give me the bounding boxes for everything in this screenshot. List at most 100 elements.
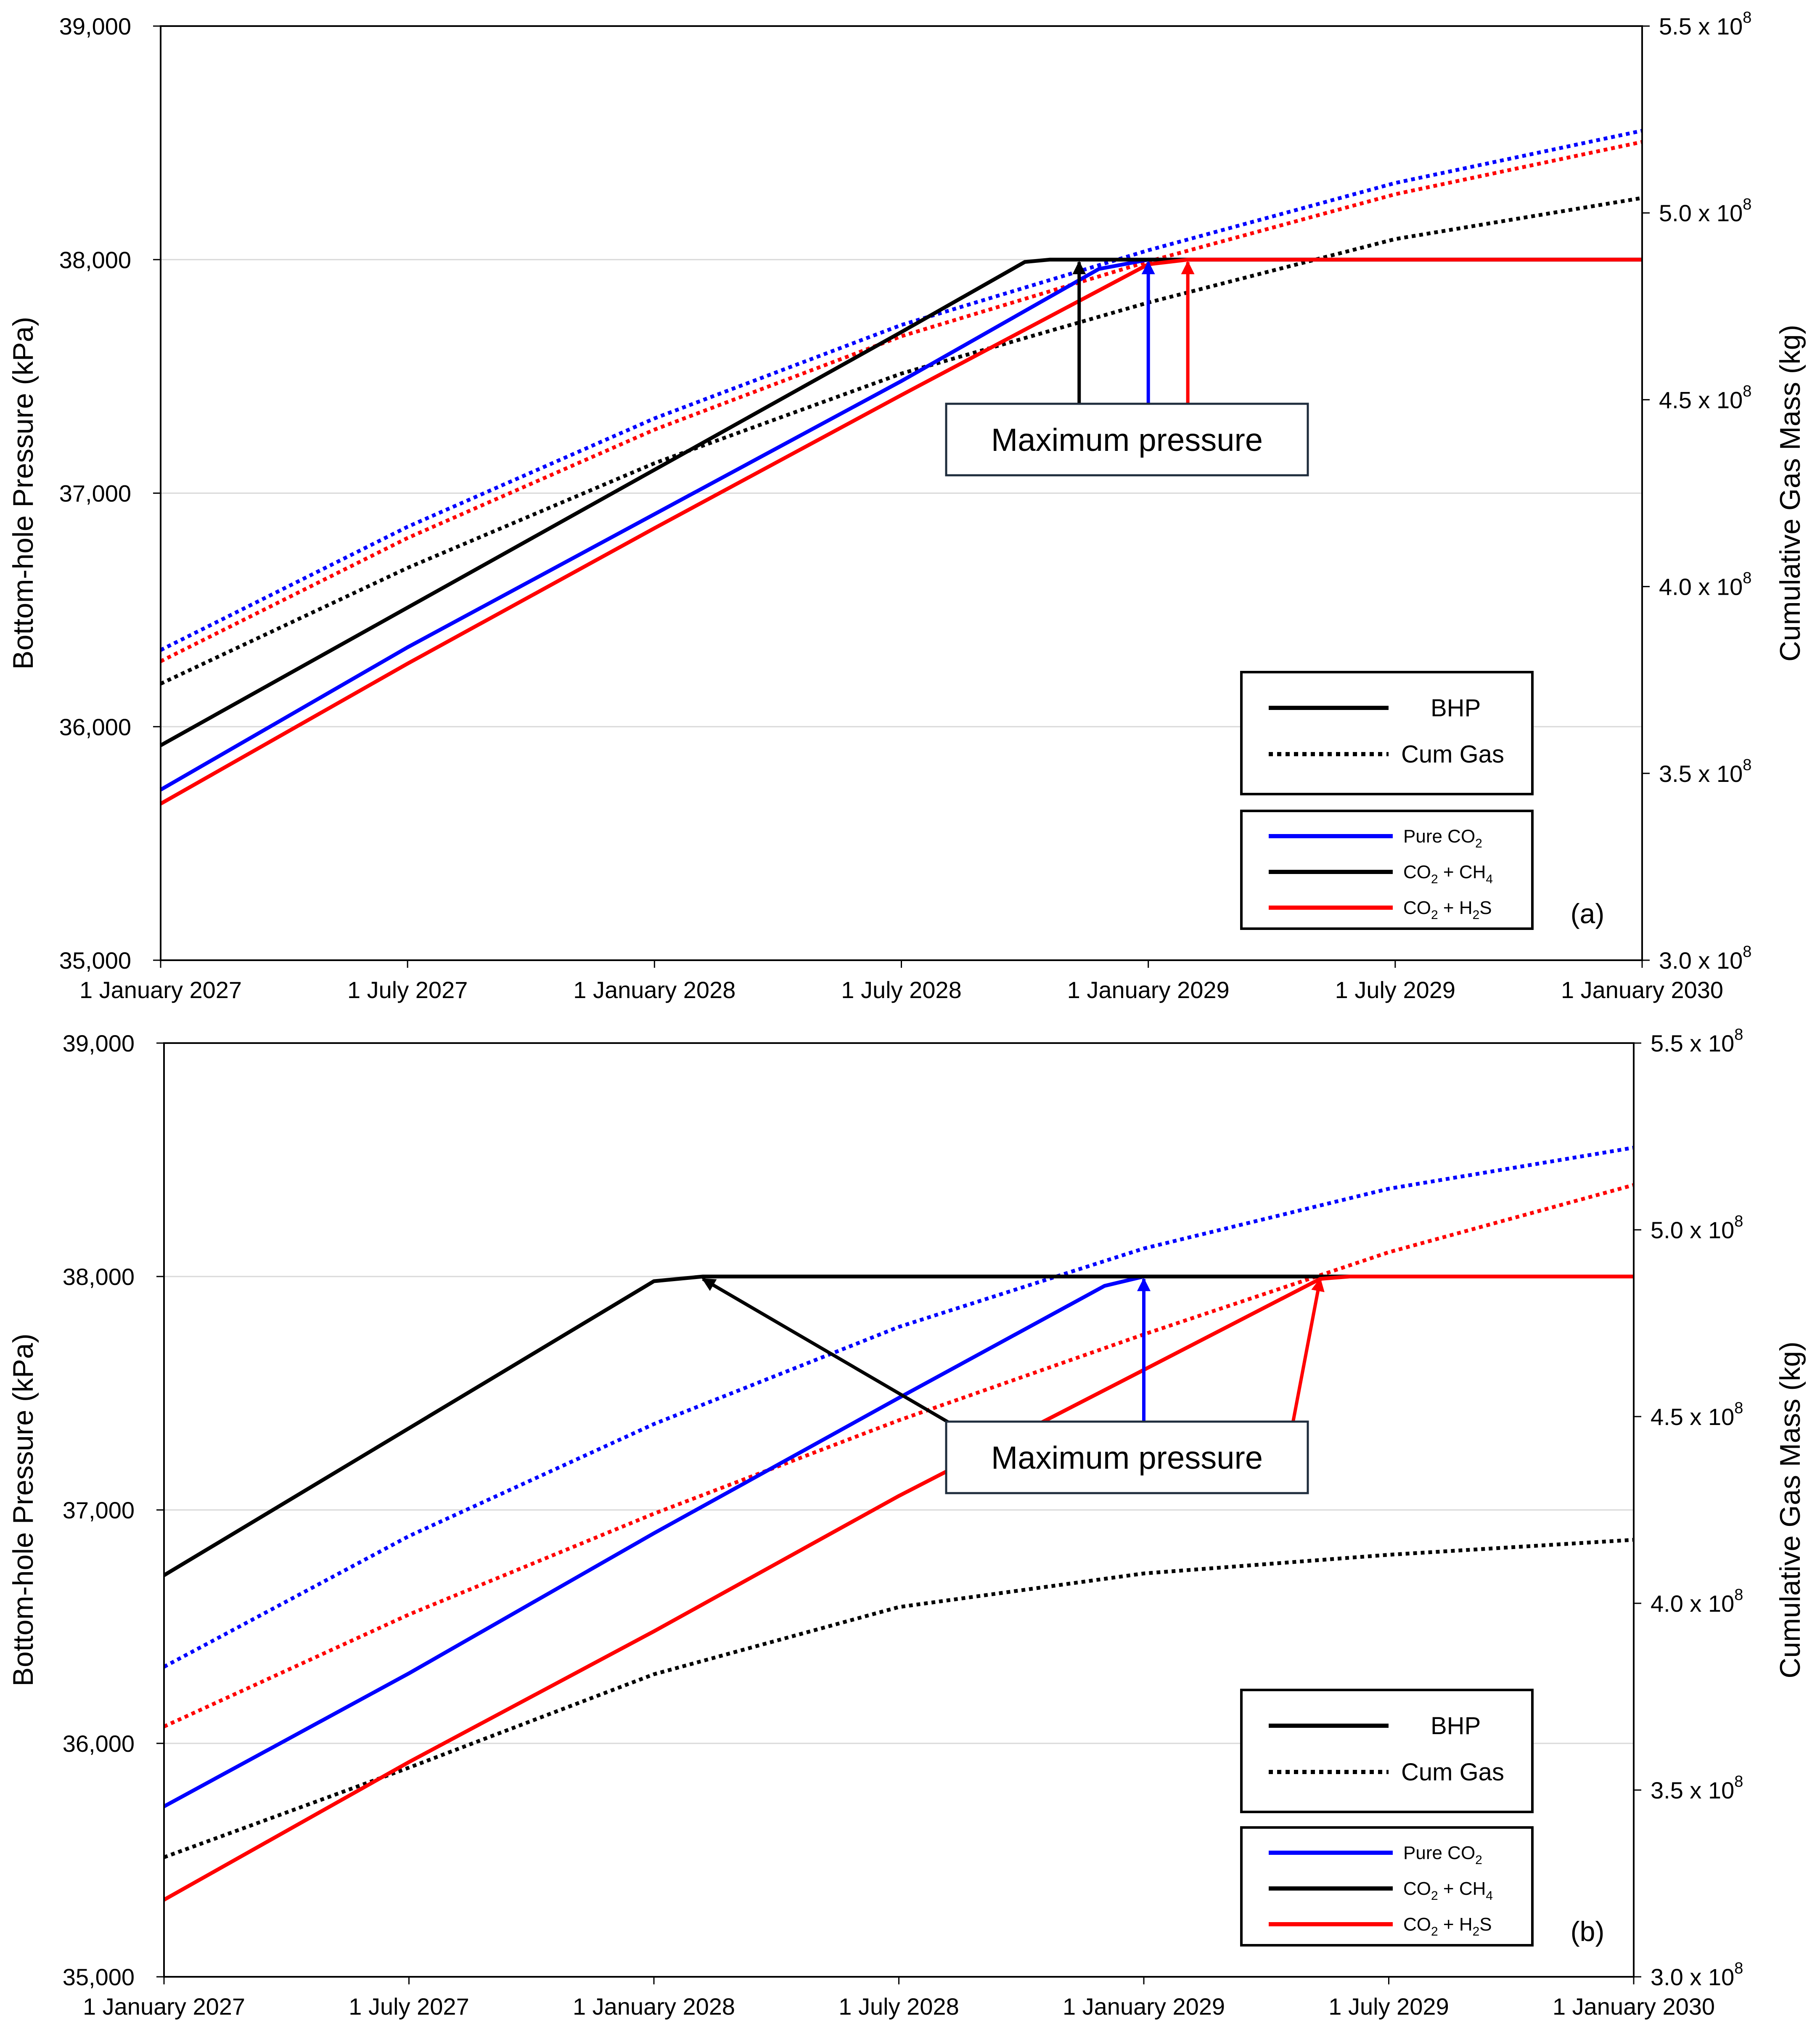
legend-text: + CH [1438, 1878, 1486, 1899]
x-tick-label: 1 January 2030 [1553, 1993, 1715, 2020]
x-tick-label: 1 January 2030 [1561, 977, 1723, 1003]
max-pressure-arrow [701, 1277, 956, 1428]
cum-gas-series-line [159, 129, 1643, 652]
legend-cum-gas-label: Cum Gas [1401, 741, 1504, 768]
legend-subscript: 4 [1486, 1889, 1493, 1903]
y-right-tick-exponent: 8 [1734, 1213, 1743, 1230]
y-left-tick-label: 36,000 [59, 714, 131, 740]
y-right-axis-title: Cumulative Gas Mass (kg) [1774, 1341, 1806, 1678]
legend-text: CO [1403, 898, 1431, 918]
y-right-tick-label: 4.0 x 108 [1659, 569, 1751, 600]
legend-text: + CH [1438, 862, 1486, 882]
y-right-tick-exponent: 8 [1734, 1026, 1743, 1043]
legend-subscript: 2 [1475, 1853, 1482, 1867]
legend-co2-h2s-label: CO2 + H2S [1403, 898, 1492, 922]
y-left-axis-title: Bottom-hole Pressure (kPa) [7, 317, 39, 670]
y-right-tick-label: 5.5 x 108 [1651, 1026, 1743, 1057]
legend-bhp-label: BHP [1431, 694, 1481, 722]
y-right-axis-title: Cumulative Gas Mass (kg) [1774, 325, 1806, 662]
y-right-tick-exponent: 8 [1734, 1586, 1743, 1604]
max-pressure-arrow [1291, 1277, 1325, 1422]
legend-text: + H [1438, 898, 1473, 918]
y-right-tick-exponent: 8 [1743, 9, 1751, 26]
y-right-tick-mantissa: 5.0 x 10 [1651, 1217, 1734, 1243]
y-right-tick-label: 3.0 x 108 [1651, 1960, 1743, 1990]
legend-text: CO [1403, 862, 1431, 882]
y-right-tick-label: 3.5 x 108 [1659, 756, 1751, 787]
legend-text: Pure CO [1403, 1843, 1475, 1863]
legend-text: CO [1403, 1878, 1431, 1899]
y-right-tick-mantissa: 4.5 x 10 [1651, 1404, 1734, 1430]
y-right-tick-exponent: 8 [1743, 196, 1751, 213]
x-tick-label: 1 July 2027 [347, 977, 468, 1003]
cum-gas-series-line [159, 140, 1643, 663]
annotation-text: Maximum pressure [991, 422, 1263, 458]
y-left-tick-label: 38,000 [59, 246, 131, 273]
legend-co2-h2s-label: CO2 + H2S [1403, 1914, 1492, 1939]
bhp-series-line [159, 257, 1642, 747]
y-right-tick-mantissa: 4.5 x 10 [1659, 387, 1743, 413]
legend-pure-co2-label: Pure CO2 [1403, 826, 1482, 850]
y-right-tick-mantissa: 4.0 x 10 [1659, 574, 1743, 600]
x-tick-label: 1 January 2028 [573, 977, 735, 1003]
x-tick-label: 1 July 2028 [841, 977, 961, 1003]
y-right-tick-mantissa: 3.5 x 10 [1659, 760, 1743, 787]
y-right-tick-exponent: 8 [1743, 382, 1751, 400]
y-right-tick-mantissa: 4.0 x 10 [1651, 1590, 1734, 1617]
panel-label: (b) [1571, 1916, 1605, 1947]
legend-subscript: 2 [1473, 1925, 1480, 1939]
x-tick-label: 1 July 2028 [839, 1993, 959, 2020]
legend-subscript: 2 [1431, 872, 1438, 886]
y-right-tick-exponent: 8 [1743, 756, 1751, 774]
y-left-tick-label: 39,000 [63, 1030, 135, 1057]
legend-text: S [1479, 898, 1492, 918]
y-right-tick-exponent: 8 [1734, 1773, 1743, 1790]
y-right-tick-mantissa: 5.0 x 10 [1659, 200, 1743, 226]
y-right-tick-label: 3.0 x 108 [1659, 943, 1751, 974]
x-tick-label: 1 July 2027 [349, 1993, 469, 2020]
y-left-axis-title: Bottom-hole Pressure (kPa) [7, 1334, 39, 1687]
bhp-series-line [159, 257, 1642, 805]
y-right-tick-exponent: 8 [1743, 569, 1751, 587]
legend-text: S [1479, 1914, 1492, 1935]
y-right-tick-label: 4.5 x 108 [1659, 382, 1751, 413]
legend-subscript: 2 [1431, 1889, 1438, 1903]
legend-text: Pure CO [1403, 826, 1475, 847]
legend-cum-gas-label: Cum Gas [1401, 1759, 1504, 1786]
x-tick-label: 1 January 2029 [1067, 977, 1230, 1003]
cum-gas-series-line [160, 196, 1643, 686]
annotation-text: Maximum pressure [991, 1440, 1263, 1476]
panel-a: 39,000 38,000 37,000 36,000 35,000 5.5 x 108 5… [7, 9, 1806, 1003]
y-left-tick-label: 36,000 [63, 1730, 135, 1757]
y-left-tick-label: 39,000 [59, 13, 131, 40]
y-right-tick-label: 5.0 x 108 [1651, 1213, 1743, 1243]
y-right-tick-label: 4.0 x 108 [1651, 1586, 1743, 1617]
y-right-tick-label: 3.5 x 108 [1651, 1773, 1743, 1804]
cum-gas-series-line [163, 1538, 1634, 1859]
legend-text: + H [1438, 1914, 1473, 1935]
y-right-tick-exponent: 8 [1734, 1960, 1743, 1977]
legend-pure-co2-label: Pure CO2 [1403, 1843, 1482, 1867]
y-right-tick-label: 4.5 x 108 [1651, 1399, 1743, 1430]
legend-co2-ch4-label: CO2 + CH4 [1403, 862, 1493, 886]
y-left-tick-label: 37,000 [59, 480, 131, 507]
legend-subscript: 2 [1473, 908, 1480, 922]
y-right-tick-mantissa: 5.5 x 10 [1651, 1030, 1734, 1057]
y-right-tick-label: 5.5 x 108 [1659, 9, 1751, 40]
y-right-tick-exponent: 8 [1734, 1399, 1743, 1417]
annotation-box [945, 403, 1309, 477]
y-left-tick-label: 35,000 [59, 947, 131, 974]
legend-style-box [1240, 1689, 1534, 1813]
plot-frame [163, 1042, 1635, 1978]
annotation-box [945, 1420, 1309, 1494]
y-right-tick-mantissa: 3.0 x 10 [1651, 1964, 1734, 1990]
x-tick-label: 1 January 2027 [79, 977, 242, 1003]
legend-subscript: 2 [1431, 908, 1438, 922]
y-right-tick-exponent: 8 [1743, 943, 1751, 961]
cum-gas-series-line [163, 1183, 1635, 1729]
panel-label: (a) [1571, 898, 1605, 929]
plot-frame [160, 25, 1643, 961]
